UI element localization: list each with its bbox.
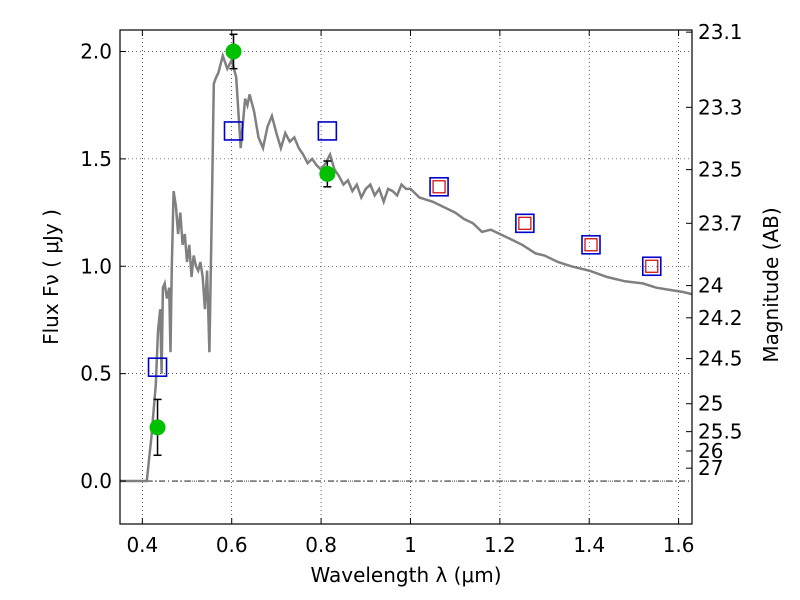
inner-photometry-box: [584, 238, 598, 252]
model-photometry-box: [317, 121, 338, 141]
model-photometry-box: [223, 121, 244, 141]
x-tick-label: 1.2: [484, 533, 516, 557]
x-tick-label: 0.6: [216, 533, 248, 557]
right-tick-label: 24.5: [698, 347, 743, 371]
y-tick-label: 2.0: [80, 39, 112, 63]
observed-point: [149, 419, 166, 436]
plot-frame: [119, 29, 693, 525]
grid-lines: [120, 30, 692, 524]
observed-point: [225, 43, 242, 60]
y-tick-label: 1.0: [80, 254, 112, 278]
model-photometry-box: [429, 176, 449, 197]
right-tick-label: 24: [698, 274, 723, 298]
model-photometry-box: [581, 234, 601, 255]
x-tick-label: 1: [404, 533, 417, 557]
model-spectrum-line: [120, 51, 692, 483]
x-tick-label: 1.4: [573, 533, 605, 557]
y-tick-label: 0.5: [80, 362, 112, 386]
model-photometry-box: [515, 213, 535, 234]
x-tick-label: 0.4: [126, 533, 158, 557]
right-tick-label: 24.2: [698, 306, 743, 330]
x-tick-label: 0.8: [305, 533, 337, 557]
right-tick-label: 23.7: [698, 211, 743, 235]
tick-marks: [120, 30, 692, 524]
inner-photometry-box: [645, 259, 659, 273]
series-layer: [120, 33, 692, 483]
y-axis-label: Flux Fν ( μJy ): [39, 209, 63, 345]
x-tick-label: 1.6: [663, 533, 695, 557]
right-tick-label: 25: [698, 392, 723, 416]
x-axis-label: Wavelength λ (μm): [310, 563, 501, 587]
observed-point: [319, 165, 336, 182]
y-tick-label: 1.5: [80, 147, 112, 171]
right-tick-label: 23.5: [698, 158, 743, 182]
tick-labels: 0.4 0.6 0.8 1 1.2 1.4 1.6 0.0 0.5 1.0 1.5 2.0 23.1 23…: [80, 20, 742, 557]
inner-photometry-box: [518, 216, 532, 230]
inner-photometry-box: [432, 180, 446, 194]
right-tick-label: 26: [698, 439, 723, 463]
model-photometry-box: [641, 256, 662, 277]
right-tick-label: 23.3: [698, 95, 743, 119]
right-axis-label: Magnitude (AB): [759, 207, 783, 362]
y-tick-label: 0.0: [80, 469, 112, 493]
right-tick-label: 23.1: [698, 20, 743, 44]
model-photometry-box: [147, 357, 168, 378]
right-tick-label: 27: [698, 456, 723, 480]
right-tick-label: 25.5: [698, 420, 743, 444]
